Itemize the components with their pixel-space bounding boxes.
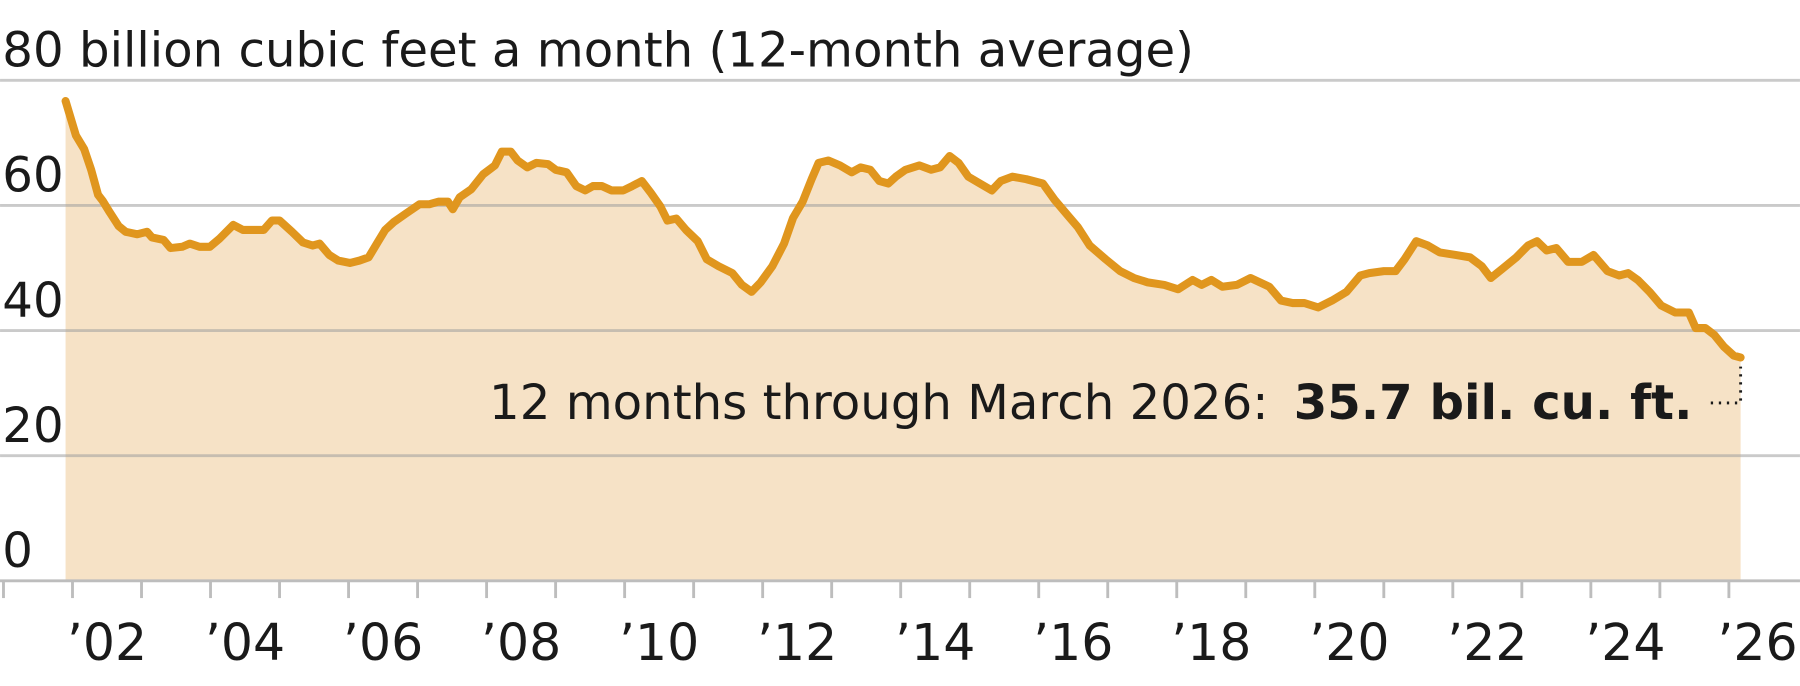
text-layer: 0 20 40 60 80 billion cubic feet a month (12… [2, 23, 1797, 672]
annotation-text: 12 months through March 2026: [489, 375, 1268, 431]
x-tick-label: ’12 [757, 613, 837, 672]
y-tick-label: 40 [2, 273, 63, 329]
x-tick-label: ’02 [67, 613, 147, 672]
y-axis-title: 80 billion cubic feet a month (12-month … [2, 23, 1194, 79]
x-tick-label: ’20 [1309, 613, 1389, 672]
area-layer [65, 101, 1741, 581]
y-tick-label: 20 [2, 398, 63, 454]
line-layer [61, 96, 1745, 405]
x-tick-label: ’10 [619, 613, 699, 672]
y-tick-label: 60 [2, 148, 63, 204]
leader [1710, 366, 1743, 405]
line [61, 96, 1745, 362]
x-tick-label: ’24 [1585, 613, 1665, 672]
annotation: 12 months through March 2026: 35.7 bil. c… [489, 375, 1692, 431]
grid-layer [0, 78, 1800, 599]
y-tick-label: 0 [2, 523, 33, 579]
x-tick-label: ’18 [1171, 613, 1251, 672]
x-tick-label: ’22 [1447, 613, 1527, 672]
x-tick-label: ’08 [481, 613, 561, 672]
annotation-value: 35.7 bil. cu. ft. [1294, 375, 1693, 431]
x-tick-label: ’26 [1717, 613, 1797, 672]
x-tick-label: ’14 [895, 613, 975, 672]
x-tick-label: ’06 [343, 613, 423, 672]
area [65, 101, 1741, 581]
x-tick-label: ’04 [205, 613, 285, 672]
x-tick-label: ’16 [1033, 613, 1113, 672]
